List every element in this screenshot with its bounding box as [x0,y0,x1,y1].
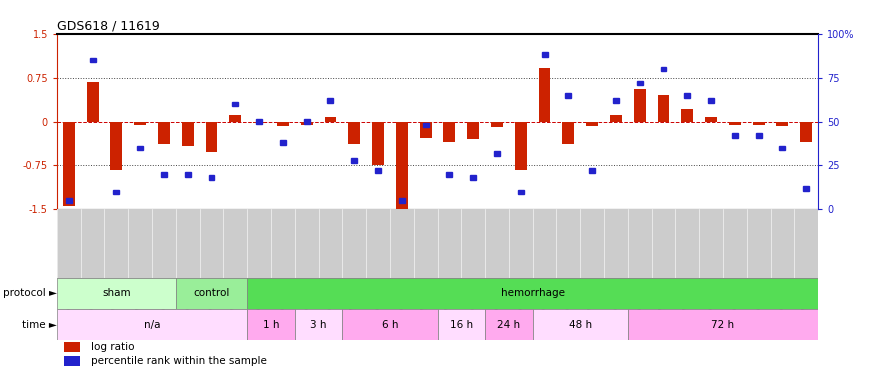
Bar [396,122,408,212]
Bar [729,122,741,124]
Bar [539,68,550,122]
Bar [134,122,146,124]
Bar [276,122,289,126]
Bar [158,122,170,144]
Bar [280,140,286,145]
Bar [657,95,669,122]
Bar [342,309,438,340]
Bar [375,168,381,173]
Bar [491,122,503,128]
Bar [708,98,714,103]
Bar [114,189,119,194]
Bar [438,309,485,340]
Text: sham: sham [102,288,130,298]
Bar [801,122,812,142]
Text: time ►: time ► [22,320,57,330]
Bar [610,114,622,122]
Bar [325,117,336,122]
Text: protocol ►: protocol ► [3,288,57,298]
Text: log ratio: log ratio [91,342,135,352]
Bar [423,123,429,128]
Bar [372,122,384,165]
Bar [446,172,452,177]
Bar [351,158,357,163]
Bar [732,133,738,138]
Bar [514,122,527,170]
Bar [229,114,242,122]
Bar [89,58,95,63]
Bar [63,122,74,207]
Bar [248,309,295,340]
Bar [348,122,360,144]
Bar [682,109,693,122]
Bar [185,172,191,177]
Bar [533,309,628,340]
Bar [542,53,548,57]
Bar [65,356,80,366]
Bar [57,309,248,340]
Text: 16 h: 16 h [450,320,472,330]
Bar [565,93,571,98]
Bar [485,309,533,340]
Bar [628,309,818,340]
Bar [248,278,818,309]
Text: GDS618 / 11619: GDS618 / 11619 [57,20,159,33]
Bar [253,122,265,123]
Bar [470,176,476,180]
Bar [661,66,667,71]
Bar [304,119,310,124]
Bar [295,309,342,340]
Bar [613,98,619,103]
Text: 24 h: 24 h [497,320,521,330]
Bar [589,168,595,173]
Bar [803,186,809,190]
Bar [637,81,642,85]
Text: 6 h: 6 h [382,320,398,330]
Bar [208,176,214,180]
Bar [110,122,123,170]
Bar [301,122,312,124]
Text: percentile rank within the sample: percentile rank within the sample [91,356,267,366]
Bar [756,133,761,138]
Bar [420,122,431,138]
Text: 48 h: 48 h [569,320,592,330]
Bar [467,122,480,139]
Text: 3 h: 3 h [311,320,326,330]
Text: n/a: n/a [144,320,160,330]
Bar [563,122,574,144]
Text: 1 h: 1 h [262,320,279,330]
Bar [518,189,524,194]
Bar [233,102,238,106]
Bar [57,278,176,309]
Bar [206,122,218,152]
Text: 72 h: 72 h [711,320,734,330]
Bar [399,198,405,203]
Bar [65,342,80,352]
Text: control: control [193,288,230,298]
Bar [327,98,333,103]
Bar [256,119,262,124]
Bar [87,82,99,122]
Bar [494,151,500,156]
Bar [684,93,690,98]
Bar [780,146,786,150]
Bar [776,122,788,126]
Bar [137,146,144,150]
Bar [705,117,717,122]
Bar [161,172,167,177]
Bar [752,122,765,124]
Bar [66,198,72,203]
Bar [634,89,646,122]
Bar [182,122,193,146]
Bar [444,122,455,142]
Text: hemorrhage: hemorrhage [500,288,564,298]
Bar [176,278,248,309]
Bar [586,122,598,126]
